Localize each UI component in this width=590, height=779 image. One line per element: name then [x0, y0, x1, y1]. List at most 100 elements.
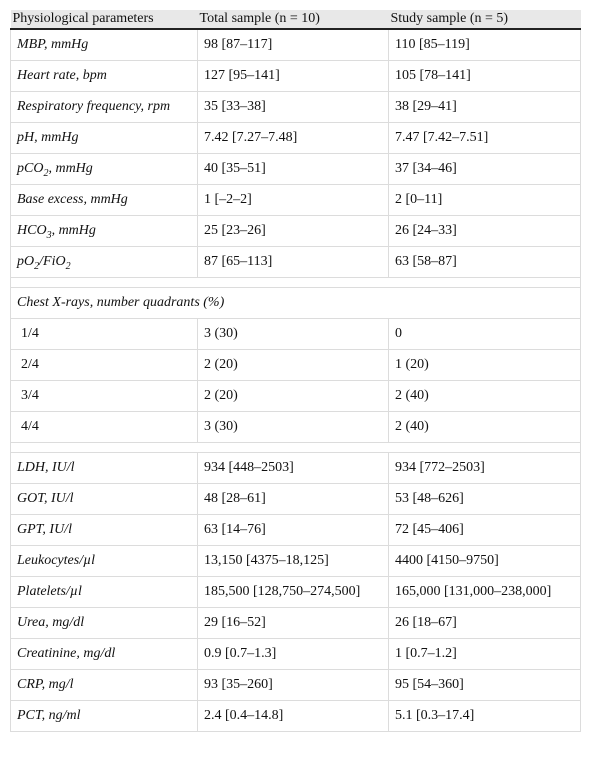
row-label: 1/4 [10, 318, 198, 350]
table-row: Creatinine, mg/dl 0.9 [0.7–1.3] 1 [0.7–1.2… [10, 638, 581, 670]
row-label: HCO3, mmHg [10, 215, 198, 247]
table-row: pH, mmHg 7.42 [7.27–7.48] 7.47 [7.42–7.51] [10, 122, 581, 154]
row-label: LDH, IU/l [10, 452, 198, 484]
row-label: CRP, mg/l [10, 669, 198, 701]
value-cell: 0 [388, 318, 581, 350]
value-cell: 2 (40) [388, 411, 581, 443]
value-cell: 5.1 [0.3–17.4] [388, 700, 581, 732]
table-row: pCO2, mmHg 40 [35–51] 37 [34–46] [10, 153, 581, 185]
value-cell: 3 (30) [197, 411, 389, 443]
value-cell: 63 [58–87] [388, 246, 581, 278]
label-part: pCO [17, 161, 44, 176]
value-cell: 165,000 [131,000–238,000] [388, 576, 581, 608]
table-row: 1/4 3 (30) 0 [10, 318, 581, 350]
value-cell: 7.42 [7.27–7.48] [197, 122, 389, 154]
value-cell: 2.4 [0.4–14.8] [197, 700, 389, 732]
value-cell: 37 [34–46] [388, 153, 581, 185]
value-cell: 185,500 [128,750–274,500] [197, 576, 389, 608]
section-row: Chest X-rays, number quadrants (%) [10, 287, 581, 319]
row-label: Heart rate, bpm [10, 60, 198, 92]
table-body: MBP, mmHg 98 [87–117] 110 [85–119] Heart ra… [10, 28, 581, 732]
row-label: MBP, mmHg [10, 28, 198, 61]
table-row: Heart rate, bpm 127 [95–141] 105 [78–141] [10, 60, 581, 92]
value-cell: 98 [87–117] [197, 28, 389, 61]
row-label: 4/4 [10, 411, 198, 443]
value-cell: 95 [54–360] [388, 669, 581, 701]
table-row: GOT, IU/l 48 [28–61] 53 [48–626] [10, 483, 581, 515]
label-part: , mmHg [48, 161, 93, 176]
table-row: GPT, IU/l 63 [14–76] 72 [45–406] [10, 514, 581, 546]
header-cell: Total sample (n = 10) [197, 10, 389, 30]
table-row: 2/4 2 (20) 1 (20) [10, 349, 581, 381]
row-label: 2/4 [10, 349, 198, 381]
subscript: 2 [65, 260, 71, 272]
value-cell: 3 (30) [197, 318, 389, 350]
spacer-cell [10, 277, 581, 288]
value-cell: 40 [35–51] [197, 153, 389, 185]
label-part: pO [17, 254, 35, 269]
value-cell: 2 (20) [197, 380, 389, 412]
row-label: Leukocytes/µl [10, 545, 198, 577]
row-label: pCO2, mmHg [10, 153, 198, 185]
value-cell: 87 [65–113] [197, 246, 389, 278]
value-cell: 2 (20) [197, 349, 389, 381]
spacer-row [10, 442, 581, 453]
row-label: GOT, IU/l [10, 483, 198, 515]
value-cell: 934 [772–2503] [388, 452, 581, 484]
row-label: GPT, IU/l [10, 514, 198, 546]
subscript: 2 [43, 167, 49, 179]
table-row: Platelets/µl 185,500 [128,750–274,500] 165… [10, 576, 581, 608]
value-cell: 26 [18–67] [388, 607, 581, 639]
table-row: CRP, mg/l 93 [35–260] 95 [54–360] [10, 669, 581, 701]
label-part: /FiO [39, 254, 66, 269]
table-row: Base excess, mmHg 1 [–2–2] 2 [0–11] [10, 184, 581, 216]
row-label: Base excess, mmHg [10, 184, 198, 216]
value-cell: 63 [14–76] [197, 514, 389, 546]
table-row: HCO3, mmHg 25 [23–26] 26 [24–33] [10, 215, 581, 247]
table-row: LDH, IU/l 934 [448–2503] 934 [772–2503] [10, 452, 581, 484]
row-label: Urea, mg/dl [10, 607, 198, 639]
value-cell: 7.47 [7.42–7.51] [388, 122, 581, 154]
value-cell: 934 [448–2503] [197, 452, 389, 484]
value-cell: 35 [33–38] [197, 91, 389, 123]
header-cell: Study sample (n = 5) [388, 10, 581, 30]
subscript: 3 [46, 229, 52, 241]
table-row: 4/4 3 (30) 2 (40) [10, 411, 581, 443]
value-cell: 53 [48–626] [388, 483, 581, 515]
spacer-cell [10, 442, 581, 453]
value-cell: 38 [29–41] [388, 91, 581, 123]
data-table: Physiological parameters Total sample (n… [10, 10, 581, 732]
label-part: , mmHg [51, 223, 96, 238]
value-cell: 2 [0–11] [388, 184, 581, 216]
value-cell: 2 (40) [388, 380, 581, 412]
header-cell: Physiological parameters [10, 10, 198, 30]
table-row: Urea, mg/dl 29 [16–52] 26 [18–67] [10, 607, 581, 639]
value-cell: 72 [45–406] [388, 514, 581, 546]
value-cell: 110 [85–119] [388, 28, 581, 61]
table-row: Respiratory frequency, rpm 35 [33–38] 38 [… [10, 91, 581, 123]
row-label: 3/4 [10, 380, 198, 412]
header-row: Physiological parameters Total sample (n… [10, 10, 581, 30]
table-row: MBP, mmHg 98 [87–117] 110 [85–119] [10, 28, 581, 61]
value-cell: 93 [35–260] [197, 669, 389, 701]
table-row: 3/4 2 (20) 2 (40) [10, 380, 581, 412]
value-cell: 127 [95–141] [197, 60, 389, 92]
label-part: HCO [17, 223, 47, 238]
value-cell: 48 [28–61] [197, 483, 389, 515]
subscript: 2 [34, 260, 40, 272]
row-label: Respiratory frequency, rpm [10, 91, 198, 123]
row-label: PCT, ng/ml [10, 700, 198, 732]
value-cell: 26 [24–33] [388, 215, 581, 247]
row-label: Creatinine, mg/dl [10, 638, 198, 670]
row-label: Platelets/µl [10, 576, 198, 608]
value-cell: 29 [16–52] [197, 607, 389, 639]
row-label: pO2/FiO2 [10, 246, 198, 278]
spacer-row [10, 277, 581, 288]
value-cell: 0.9 [0.7–1.3] [197, 638, 389, 670]
table-row: Leukocytes/µl 13,150 [4375–18,125] 4400 [4… [10, 545, 581, 577]
value-cell: 4400 [4150–9750] [388, 545, 581, 577]
value-cell: 1 [–2–2] [197, 184, 389, 216]
value-cell: 105 [78–141] [388, 60, 581, 92]
section-title: Chest X-rays, number quadrants (%) [10, 287, 581, 319]
